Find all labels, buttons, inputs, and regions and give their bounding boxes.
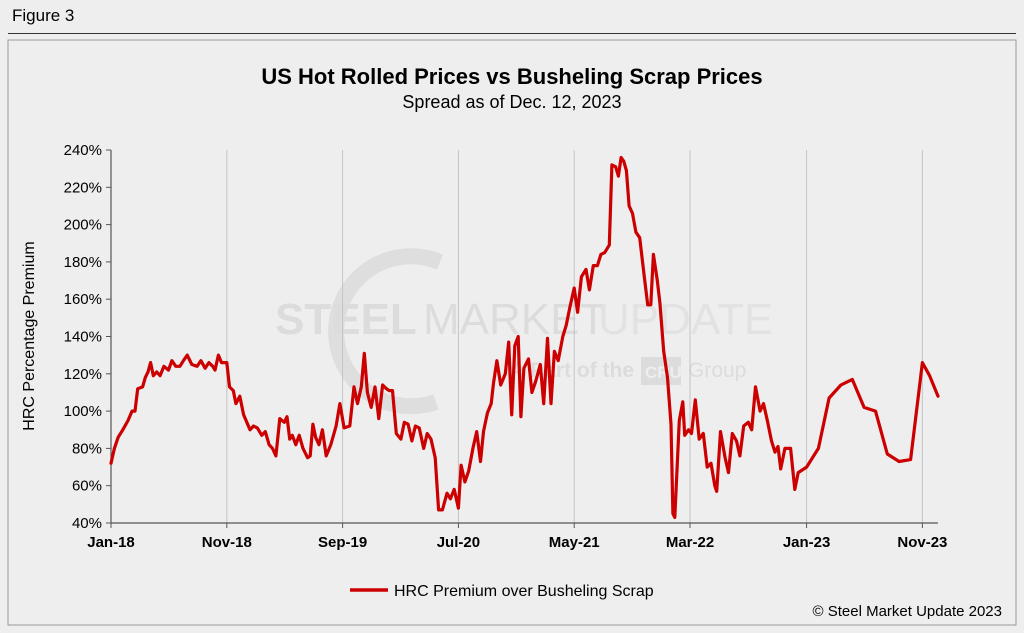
y-tick-label: 60% (72, 478, 102, 495)
x-tick-label: Nov-18 (202, 534, 252, 551)
chart-title: US Hot Rolled Prices vs Busheling Scrap … (261, 64, 762, 89)
y-tick-label: 180% (64, 254, 102, 271)
watermark-update: UPDATE (598, 295, 773, 344)
series-layer (109, 155, 940, 519)
chart-subtitle: Spread as of Dec. 12, 2023 (402, 92, 621, 112)
grid-lines (226, 150, 923, 523)
series-line-hrc-premium (109, 155, 940, 519)
y-tick-label: 160% (64, 291, 102, 308)
chart-panel (7, 39, 1017, 626)
watermark-group: Group (688, 359, 746, 382)
x-tick-labels: Jan-18 Nov-18 Sep-19 Jul-20 May-21 Mar-22 Jan-… (87, 534, 947, 551)
y-tick-label: 120% (64, 366, 102, 383)
copyright: © Steel Market Update 2023 (813, 603, 1003, 620)
x-tick-label: Nov-23 (897, 534, 947, 551)
legend-label: HRC Premium over Busheling Scrap (394, 583, 654, 600)
y-tick-label: 100% (64, 403, 102, 420)
y-tick-label: 80% (72, 440, 102, 457)
figure-label: Figure 3 (12, 6, 75, 25)
watermark-steel: STEEL (275, 295, 417, 344)
y-tick-labels: 40% 60% 80% 100% 120% 140% 160% 180% 200% 220% 240… (64, 142, 102, 532)
x-tick-label: Sep-19 (318, 534, 367, 551)
y-tick-label: 240% (64, 142, 102, 159)
y-tick-label: 140% (64, 329, 102, 346)
x-tick-label: Jan-23 (783, 534, 831, 551)
y-axis-label: HRC Percentage Premium (21, 241, 38, 430)
watermark-badge (641, 357, 681, 385)
top-divider (8, 33, 1016, 34)
watermark-badge-text: CRU (645, 363, 682, 382)
x-tick-label: Jan-18 (87, 534, 135, 551)
x-tick-label: Mar-22 (666, 534, 714, 551)
y-tick-label: 200% (64, 217, 102, 234)
legend: HRC Premium over Busheling Scrap (350, 583, 654, 600)
y-tick-label: 220% (64, 179, 102, 196)
x-tick-label: Jul-20 (437, 534, 480, 551)
x-tick-label: May-21 (549, 534, 600, 551)
y-tick-label: 40% (72, 515, 102, 532)
